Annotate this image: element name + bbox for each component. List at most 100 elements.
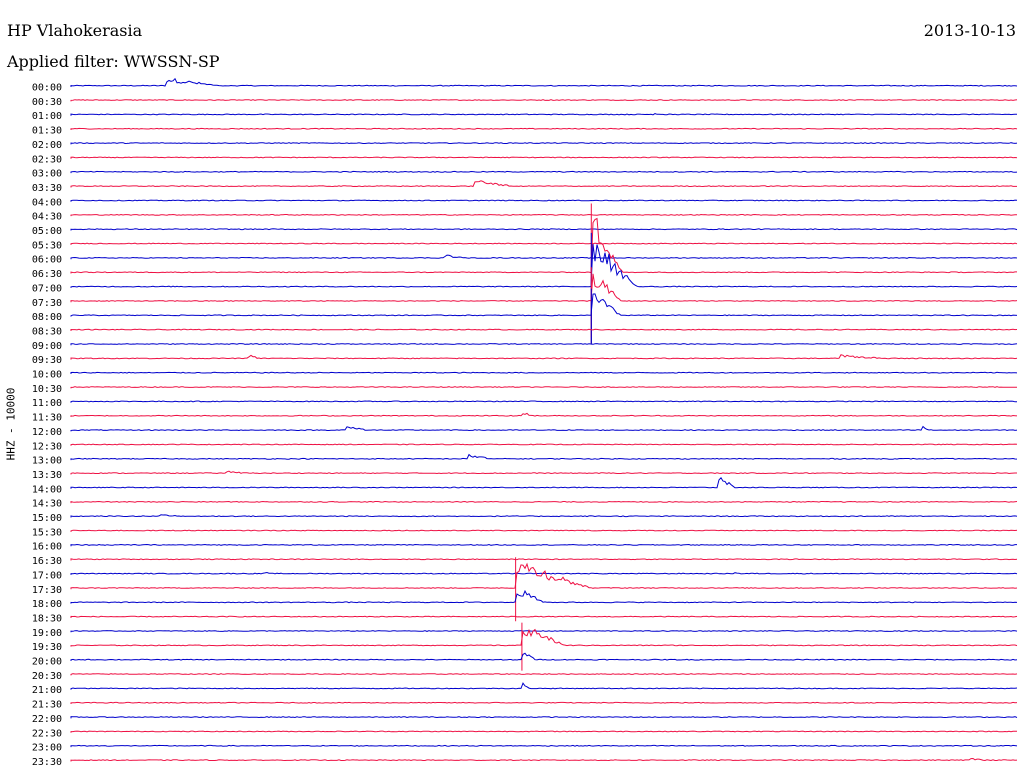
row-time-label: 12:00 xyxy=(32,427,62,438)
row-time-label: 05:00 xyxy=(32,226,62,237)
seismogram-trace xyxy=(70,443,1018,446)
seismogram-trace xyxy=(70,558,1018,561)
row-time-label: 21:00 xyxy=(32,685,62,696)
station-name: HP Vlahokerasia xyxy=(7,21,143,40)
row-time-label: 03:00 xyxy=(32,169,62,180)
seismogram-trace xyxy=(70,425,1018,432)
seismogram-trace xyxy=(70,371,1018,374)
seismogram-trace xyxy=(70,628,1018,647)
seismogram-trace xyxy=(70,500,1018,504)
seismogram-trace xyxy=(70,113,1017,116)
seismogram-trace xyxy=(70,293,1018,317)
row-time-label: 10:00 xyxy=(32,370,62,381)
seismogram-trace xyxy=(70,701,1018,705)
seismogram-trace xyxy=(70,716,1018,719)
seismogram-trace xyxy=(70,615,1018,618)
row-time-label: 04:00 xyxy=(32,197,62,208)
seismogram-trace xyxy=(70,673,1018,676)
seismogram-trace xyxy=(70,127,1018,131)
seismogram-trace xyxy=(70,156,1018,159)
row-time-label: 02:30 xyxy=(32,154,62,165)
row-time-label: 12:30 xyxy=(32,441,62,452)
seismogram-trace xyxy=(70,99,1018,102)
row-time-label: 22:30 xyxy=(32,728,62,739)
row-time-label: 07:30 xyxy=(32,298,62,309)
row-time-label: 04:30 xyxy=(32,212,62,223)
row-time-label: 15:30 xyxy=(32,527,62,538)
seismogram-trace xyxy=(70,254,1018,260)
seismogram-trace xyxy=(70,242,1018,245)
row-time-label: 11:00 xyxy=(32,398,62,409)
row-time-label: 18:00 xyxy=(32,599,62,610)
row-time-label: 03:30 xyxy=(32,183,62,194)
seismogram-trace xyxy=(70,589,1018,604)
seismogram-trace xyxy=(70,412,1018,418)
seismogram-trace xyxy=(70,199,1018,202)
row-time-label: 17:30 xyxy=(32,585,62,596)
row-time-label: 08:30 xyxy=(32,326,62,337)
row-time-label: 06:30 xyxy=(32,269,62,280)
row-time-label: 10:30 xyxy=(32,384,62,395)
row-time-label: 07:00 xyxy=(32,283,62,294)
row-time-label: 17:00 xyxy=(32,570,62,581)
row-time-label: 20:00 xyxy=(32,657,62,668)
seismogram-trace xyxy=(70,244,1018,288)
seismogram-trace xyxy=(70,744,1018,748)
seismogram-trace xyxy=(70,470,1017,475)
row-time-label: 09:00 xyxy=(32,341,62,352)
seismogram-trace xyxy=(70,757,1018,762)
row-time-label: 16:00 xyxy=(32,542,62,553)
row-time-label: 00:30 xyxy=(32,97,62,108)
seismogram-trace xyxy=(70,228,1018,231)
row-time-label: 01:00 xyxy=(32,111,62,122)
seismogram-trace xyxy=(70,630,1018,633)
seismogram-trace xyxy=(70,543,1017,547)
row-time-label: 08:00 xyxy=(32,312,62,323)
seismogram-trace xyxy=(70,386,1017,389)
seismogram-trace xyxy=(70,562,1018,590)
row-time-label: 09:30 xyxy=(32,355,62,366)
seismogram-trace xyxy=(70,571,1018,575)
row-time-label: 01:30 xyxy=(32,126,62,137)
seismogram-trace xyxy=(70,529,1018,532)
record-date: 2013-10-13 xyxy=(923,21,1016,40)
seismogram-trace xyxy=(70,213,1018,217)
row-time-label: 13:00 xyxy=(32,456,62,467)
row-time-label: 13:30 xyxy=(32,470,62,481)
seismogram-trace xyxy=(70,730,1018,733)
row-time-label: 00:00 xyxy=(32,83,62,94)
seismogram-trace xyxy=(70,354,1018,360)
seismogram-trace xyxy=(70,217,1017,274)
row-time-label: 23:30 xyxy=(32,757,62,768)
seismogram-trace xyxy=(70,652,1018,661)
seismogram-trace xyxy=(70,77,1018,87)
row-time-label: 22:00 xyxy=(32,714,62,725)
seismogram-trace xyxy=(70,180,1017,188)
row-time-label: 14:00 xyxy=(32,484,62,495)
row-time-label: 16:30 xyxy=(32,556,62,567)
row-time-label: 15:00 xyxy=(32,513,62,524)
seismogram-trace xyxy=(70,476,1018,489)
row-time-label: 02:00 xyxy=(32,140,62,151)
seismogram-trace xyxy=(70,142,1018,145)
seismogram-trace xyxy=(70,328,1018,331)
seismogram-trace xyxy=(70,273,1018,303)
row-time-label: 20:30 xyxy=(32,671,62,682)
row-time-label: 11:30 xyxy=(32,413,62,424)
row-time-label: 19:00 xyxy=(32,628,62,639)
filter-label: Applied filter: WWSSN-SP xyxy=(7,52,220,71)
row-time-label: 21:30 xyxy=(32,700,62,711)
row-time-label: 14:30 xyxy=(32,499,62,510)
seismogram-trace xyxy=(70,453,1018,461)
seismogram-trace xyxy=(70,514,1018,518)
seismogram-trace xyxy=(70,343,1018,346)
row-time-label: 05:30 xyxy=(32,240,62,251)
seismogram-trace xyxy=(70,170,1018,174)
row-time-label: 19:30 xyxy=(32,642,62,653)
row-time-label: 23:00 xyxy=(32,743,62,754)
row-time-label: 18:30 xyxy=(32,613,62,624)
row-time-label: 06:00 xyxy=(32,255,62,266)
seismogram-trace xyxy=(70,400,1018,403)
seismogram-trace xyxy=(70,682,1018,690)
